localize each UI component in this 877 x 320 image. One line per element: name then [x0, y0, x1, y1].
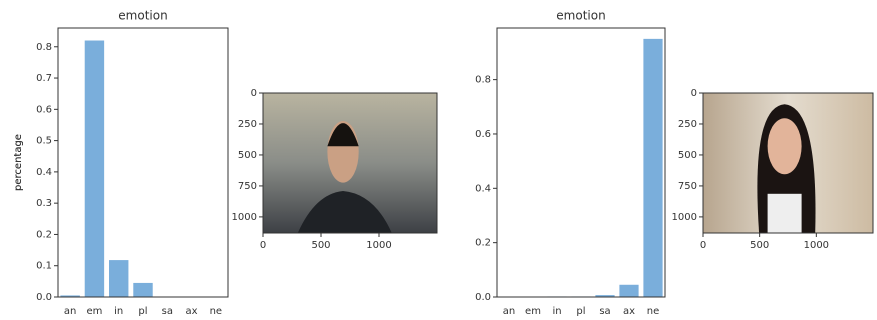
bar	[619, 284, 639, 297]
photo-hair	[327, 123, 359, 147]
x-tick-label: pl	[138, 306, 147, 317]
x-tick-label: ne	[210, 306, 223, 317]
axes-frame	[702, 92, 874, 234]
x-tick-label: in	[114, 306, 123, 317]
y-tick-label: 0.7	[36, 73, 52, 84]
y-tick-label: 1000	[232, 212, 257, 223]
x-tick-label: pl	[576, 306, 585, 317]
x-tick-label: em	[525, 306, 541, 317]
y-tick-label: 0.3	[36, 198, 52, 209]
x-tick-label: em	[86, 306, 102, 317]
y-axis-label: percentage	[13, 134, 24, 191]
y-tick-label: 250	[678, 119, 697, 130]
axes-frame	[262, 92, 438, 234]
y-tick-label: 1000	[672, 212, 697, 223]
y-tick-label: 0.6	[36, 104, 52, 115]
x-tick-label: 500	[311, 240, 330, 251]
photo-face	[767, 118, 802, 175]
y-tick-label: 0.0	[475, 292, 491, 303]
y-tick-label: 0.2	[475, 238, 491, 249]
y-tick-label: 0.6	[475, 129, 491, 140]
y-tick-label: 0	[251, 88, 257, 99]
photo-body	[297, 191, 392, 233]
x-tick-label: ax	[186, 306, 198, 317]
y-tick-label: 0.8	[36, 42, 52, 53]
y-tick-label: 500	[238, 150, 257, 161]
y-tick-label: 0.4	[36, 167, 52, 178]
x-tick-label: ax	[623, 306, 635, 317]
x-tick-label: 1000	[366, 240, 391, 251]
y-tick-label: 500	[678, 150, 697, 161]
x-tick-label: sa	[162, 306, 173, 317]
x-tick-label: ne	[647, 306, 660, 317]
x-tick-label: 500	[750, 240, 769, 251]
photo-body	[767, 193, 802, 233]
x-tick-label: sa	[599, 306, 610, 317]
x-tick-label: an	[503, 306, 515, 317]
axes-frame	[57, 27, 229, 298]
y-tick-label: 0.4	[475, 183, 491, 194]
x-tick-label: in	[552, 306, 561, 317]
bar	[133, 282, 153, 297]
y-tick-label: 0	[691, 88, 697, 99]
y-tick-label: 0.8	[475, 75, 491, 86]
bar	[595, 295, 615, 297]
y-tick-label: 250	[238, 119, 257, 130]
y-tick-label: 0.0	[36, 292, 52, 303]
y-tick-label: 750	[238, 181, 257, 192]
axes-frame	[496, 27, 666, 298]
bar	[109, 260, 129, 297]
x-tick-label: 1000	[804, 240, 829, 251]
chart-title: emotion	[556, 9, 605, 23]
y-tick-label: 0.2	[36, 229, 52, 240]
chart-title: emotion	[118, 9, 167, 23]
y-tick-label: 750	[678, 181, 697, 192]
x-tick-label: 0	[700, 240, 706, 251]
x-tick-label: 0	[260, 240, 266, 251]
bar	[643, 38, 663, 298]
y-tick-label: 0.1	[36, 261, 52, 272]
bar	[84, 40, 105, 297]
bar	[60, 295, 80, 297]
x-tick-label: an	[64, 306, 76, 317]
y-tick-label: 0.5	[36, 136, 52, 147]
y-axis-label: percentage	[13, 134, 24, 191]
